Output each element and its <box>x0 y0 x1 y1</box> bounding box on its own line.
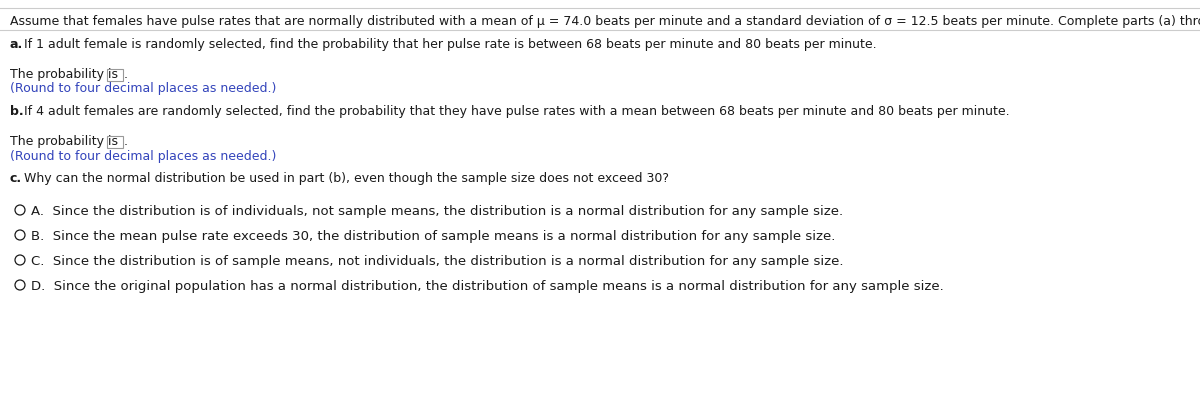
Circle shape <box>14 255 25 265</box>
Text: a.: a. <box>10 38 23 51</box>
Text: B.  Since the mean pulse rate exceeds 30, the distribution of sample means is a : B. Since the mean pulse rate exceeds 30,… <box>31 230 835 243</box>
Text: (Round to four decimal places as needed.): (Round to four decimal places as needed.… <box>10 82 276 95</box>
Text: D.  Since the original population has a normal distribution, the distribution of: D. Since the original population has a n… <box>31 280 943 293</box>
Circle shape <box>14 230 25 240</box>
Text: A.  Since the distribution is of individuals, not sample means, the distribution: A. Since the distribution is of individu… <box>31 205 844 218</box>
Text: Assume that females have pulse rates that are normally distributed with a mean o: Assume that females have pulse rates tha… <box>10 15 1200 28</box>
Text: C.  Since the distribution is of sample means, not individuals, the distribution: C. Since the distribution is of sample m… <box>31 255 844 268</box>
Text: b.: b. <box>10 105 24 118</box>
Circle shape <box>14 205 25 215</box>
Text: (Round to four decimal places as needed.): (Round to four decimal places as needed.… <box>10 150 276 163</box>
Bar <box>107 69 124 81</box>
Text: If 4 adult females are randomly selected, find the probability that they have pu: If 4 adult females are randomly selected… <box>24 105 1009 118</box>
Text: .: . <box>124 68 128 81</box>
Text: c.: c. <box>10 172 22 185</box>
Text: .: . <box>124 135 128 148</box>
Circle shape <box>14 280 25 290</box>
Text: Why can the normal distribution be used in part (b), even though the sample size: Why can the normal distribution be used … <box>24 172 670 185</box>
Bar <box>107 136 124 148</box>
Text: If 1 adult female is randomly selected, find the probability that her pulse rate: If 1 adult female is randomly selected, … <box>24 38 877 51</box>
Text: The probability is: The probability is <box>10 135 118 148</box>
Text: The probability is: The probability is <box>10 68 118 81</box>
